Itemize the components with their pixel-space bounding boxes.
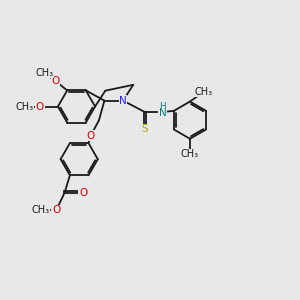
Text: S: S [141,124,148,134]
Text: CH₃: CH₃ [194,87,212,97]
Text: N: N [159,108,166,118]
Text: O: O [79,188,87,198]
Text: CH₃: CH₃ [35,68,53,78]
Text: CH₃: CH₃ [15,101,33,112]
Text: O: O [52,76,60,86]
Text: H: H [159,102,166,111]
Text: N: N [119,96,127,106]
Text: O: O [52,206,60,215]
Text: O: O [86,131,95,141]
Text: CH₃: CH₃ [181,149,199,159]
Text: O: O [36,101,44,112]
Text: CH₃: CH₃ [32,206,50,215]
